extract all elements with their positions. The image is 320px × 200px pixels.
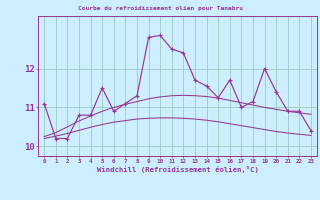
Text: Courbe du refroidissement olien pour Tanabru: Courbe du refroidissement olien pour Tan…	[77, 6, 243, 11]
X-axis label: Windchill (Refroidissement éolien,°C): Windchill (Refroidissement éolien,°C)	[97, 166, 259, 173]
